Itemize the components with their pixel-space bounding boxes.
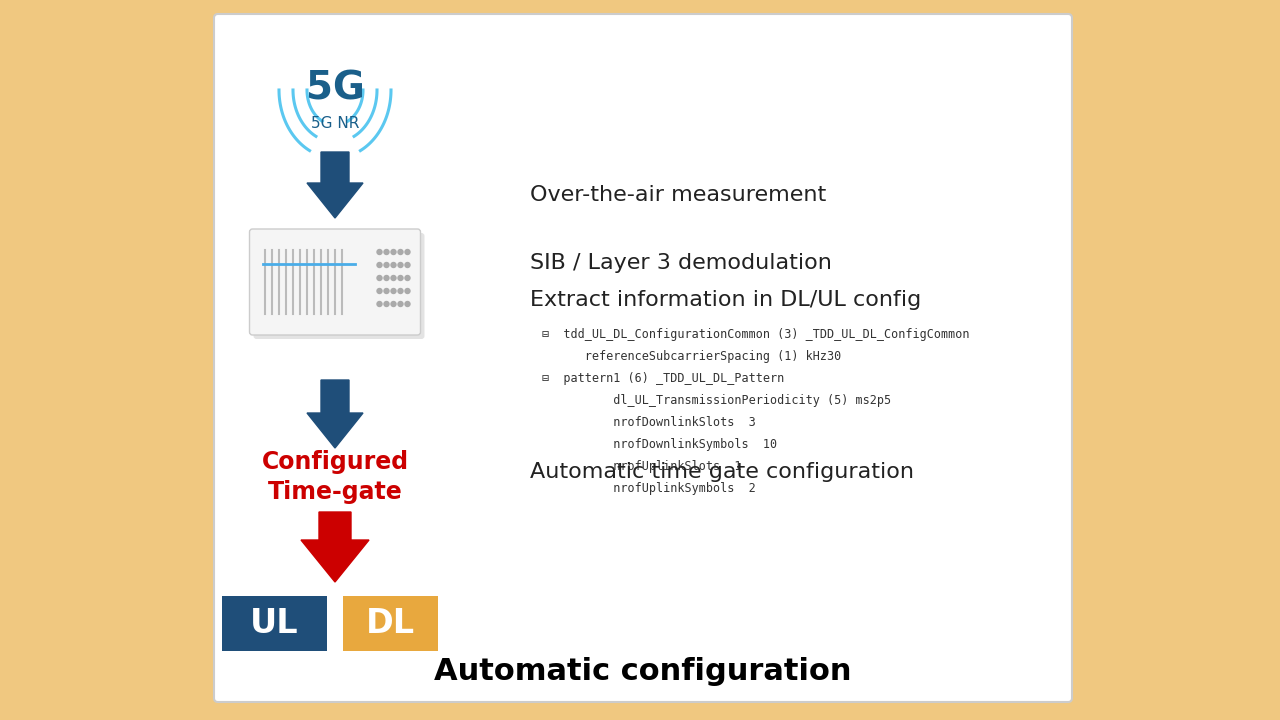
Text: ⊟  tdd_UL_DL_ConfigurationCommon (3) _TDD_UL_DL_ConfigCommon: ⊟ tdd_UL_DL_ConfigurationCommon (3) _TDD… [541,328,969,341]
FancyBboxPatch shape [250,229,421,335]
Text: ⊟  pattern1 (6) _TDD_UL_DL_Pattern: ⊟ pattern1 (6) _TDD_UL_DL_Pattern [541,372,785,385]
Circle shape [378,250,381,254]
Text: DL: DL [366,607,415,640]
Circle shape [384,302,389,307]
Text: SIB / Layer 3 demodulation: SIB / Layer 3 demodulation [530,253,832,273]
Text: dl_UL_TransmissionPeriodicity (5) ms2p5: dl_UL_TransmissionPeriodicity (5) ms2p5 [541,394,891,407]
Text: nrofUplinkSymbols  2: nrofUplinkSymbols 2 [541,482,755,495]
Polygon shape [307,152,364,218]
Circle shape [398,289,403,294]
Text: 5G: 5G [306,69,365,107]
Circle shape [384,250,389,254]
Circle shape [398,263,403,268]
Circle shape [378,276,381,281]
Circle shape [390,289,396,294]
Circle shape [404,250,410,254]
Circle shape [390,276,396,281]
Text: Automatic time gate configuration: Automatic time gate configuration [530,462,914,482]
Text: referenceSubcarrierSpacing (1) kHz30: referenceSubcarrierSpacing (1) kHz30 [541,350,841,363]
Circle shape [404,276,410,281]
Text: UL: UL [250,607,298,640]
Text: nrofDownlinkSlots  3: nrofDownlinkSlots 3 [541,416,755,429]
Polygon shape [307,380,364,448]
Text: 5G NR: 5G NR [311,115,360,130]
FancyBboxPatch shape [343,596,438,651]
Circle shape [384,289,389,294]
Circle shape [404,263,410,268]
Text: Time-gate: Time-gate [268,480,402,504]
Circle shape [398,276,403,281]
Circle shape [404,289,410,294]
FancyBboxPatch shape [214,14,1073,702]
Text: nrofDownlinkSymbols  10: nrofDownlinkSymbols 10 [541,438,777,451]
Circle shape [384,263,389,268]
Circle shape [378,289,381,294]
Text: Extract information in DL/UL config: Extract information in DL/UL config [530,290,922,310]
Text: nrofUplinkSlots  1: nrofUplinkSlots 1 [541,460,741,473]
Polygon shape [301,512,369,582]
Circle shape [390,250,396,254]
Circle shape [390,263,396,268]
Circle shape [398,302,403,307]
Circle shape [378,263,381,268]
FancyBboxPatch shape [221,596,326,651]
Circle shape [404,302,410,307]
FancyBboxPatch shape [253,233,425,339]
Text: Over-the-air measurement: Over-the-air measurement [530,185,827,205]
Text: Configured: Configured [261,450,408,474]
Circle shape [384,276,389,281]
Circle shape [390,302,396,307]
Circle shape [398,250,403,254]
Text: Automatic configuration: Automatic configuration [434,657,851,686]
Circle shape [378,302,381,307]
